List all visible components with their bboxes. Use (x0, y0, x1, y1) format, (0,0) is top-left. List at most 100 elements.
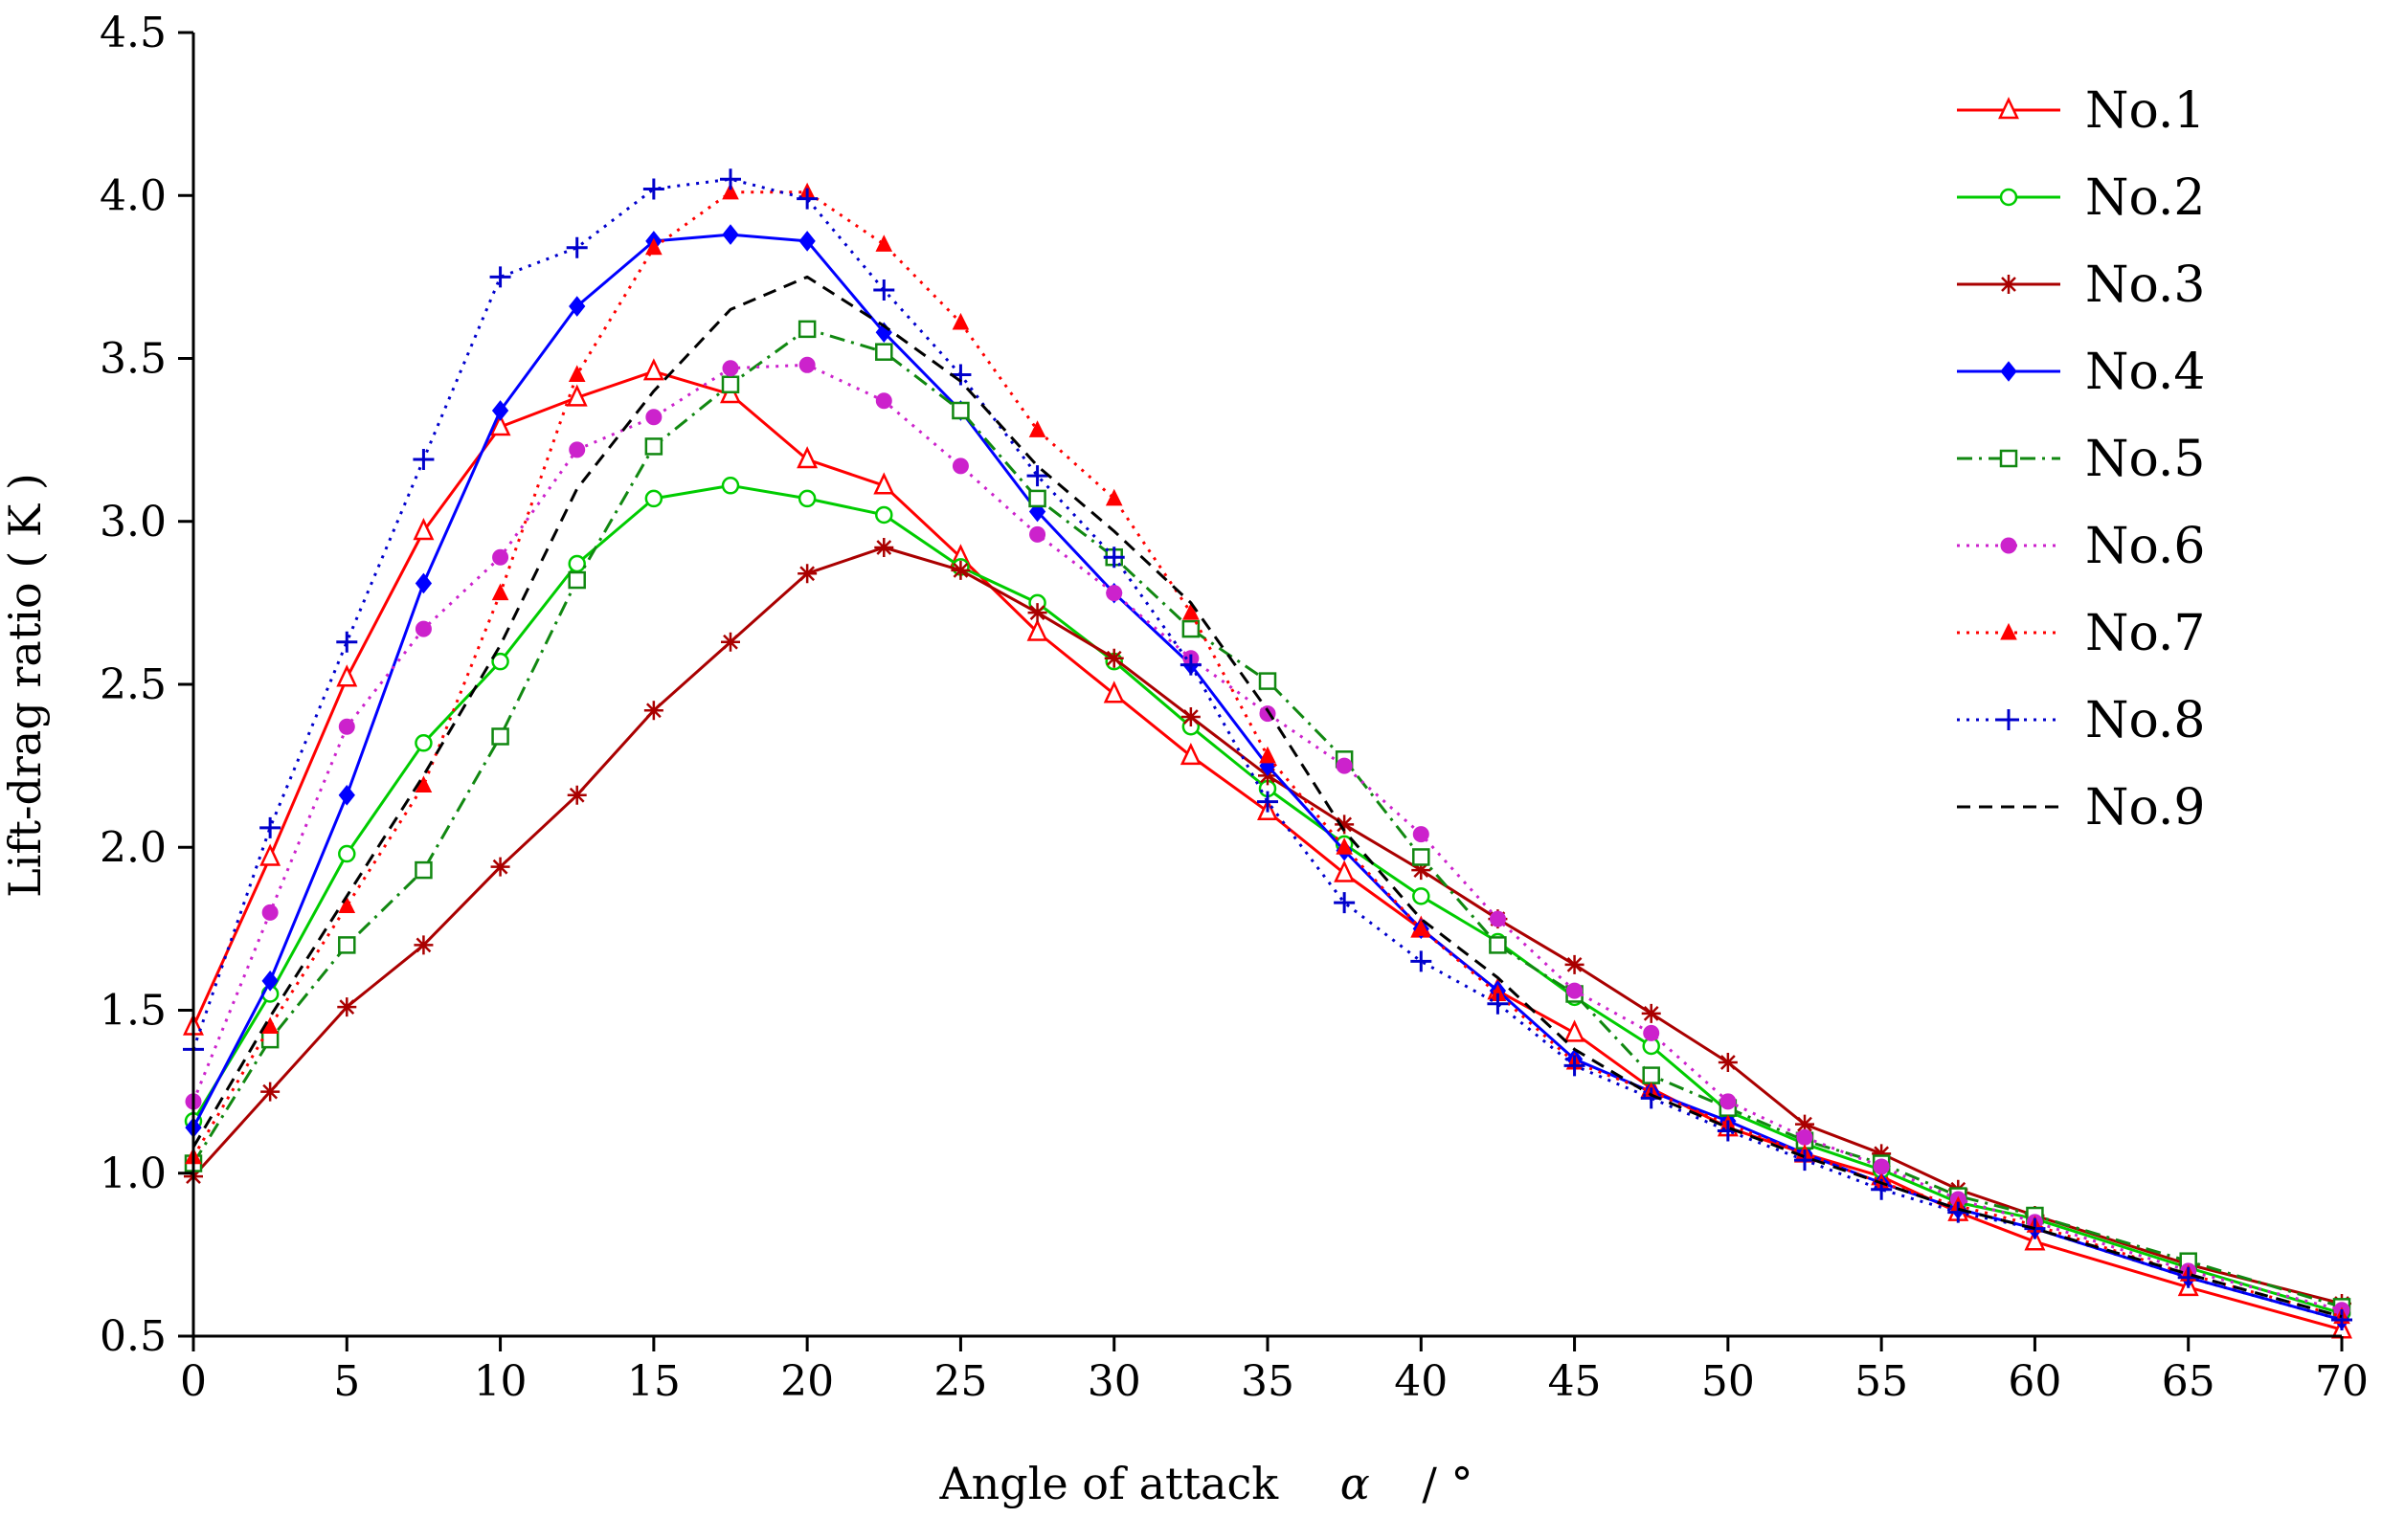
legend-label-no-2: No.2 (2085, 169, 2206, 227)
data-point-no-3 (951, 560, 971, 580)
x-tick-label: 35 (1241, 1357, 1294, 1406)
data-point-no-8 (1180, 654, 1202, 676)
data-point-no-6 (338, 718, 355, 735)
legend-item-no-4: No.4 (1957, 344, 2206, 401)
data-point-no-3 (1335, 815, 1355, 835)
series-no-2 (184, 477, 2351, 1323)
data-point-no-2 (1412, 887, 1430, 905)
legend-marker-no-1 (1998, 97, 2019, 120)
data-point-no-7 (1182, 602, 1200, 620)
y-axis-title: Lift-drag ratio ( K ) (0, 473, 51, 898)
data-point-no-3 (567, 785, 587, 805)
data-point-no-2 (875, 505, 893, 524)
legend-item-no-3: No.3 (1957, 257, 2206, 314)
data-point-no-4 (261, 971, 279, 992)
legend-label-no-4: No.4 (2085, 344, 2206, 401)
data-point-no-5 (1642, 1066, 1660, 1084)
legend-item-no-9: No.9 (1957, 779, 2206, 837)
data-point-no-1 (489, 413, 511, 436)
data-point-no-2 (415, 734, 433, 752)
data-point-no-5 (568, 570, 586, 590)
legend-item-no-6: No.6 (1957, 518, 2206, 575)
legend-marker-no-4 (2000, 361, 2017, 382)
data-point-no-2 (798, 489, 817, 508)
data-point-no-3 (798, 564, 818, 584)
data-point-no-4 (491, 400, 509, 421)
data-point-no-4 (722, 224, 739, 245)
data-point-no-7 (338, 896, 356, 914)
data-point-no-5 (1412, 848, 1430, 866)
data-point-no-3 (1411, 860, 1431, 881)
x-tick-label: 10 (474, 1357, 528, 1406)
data-point-no-5 (644, 437, 663, 456)
data-point-no-3 (1104, 648, 1124, 668)
data-point-no-5 (798, 320, 817, 339)
data-point-no-6 (645, 409, 663, 426)
data-point-no-6 (1566, 982, 1584, 999)
data-point-no-7 (1336, 837, 1353, 855)
data-point-no-4 (569, 296, 586, 317)
data-point-no-8 (873, 279, 895, 301)
x-tick-label: 0 (180, 1357, 207, 1406)
data-point-no-7 (415, 775, 433, 793)
data-point-no-7 (1105, 488, 1123, 506)
data-point-no-6 (1029, 525, 1046, 543)
series-line-no-5 (191, 327, 2343, 1308)
data-point-no-6 (1489, 910, 1506, 927)
data-point-no-1 (873, 472, 895, 495)
y-tick-label: 3.0 (100, 498, 167, 547)
data-point-no-3 (414, 935, 434, 955)
data-point-no-2 (721, 477, 740, 495)
x-tick-label: 20 (780, 1357, 834, 1406)
data-point-no-6 (1106, 585, 1123, 602)
data-point-no-8 (1026, 465, 1048, 487)
data-point-no-8 (2331, 1308, 2352, 1330)
data-point-no-8 (413, 449, 435, 471)
data-point-no-3 (1641, 1003, 1661, 1023)
data-point-no-6 (569, 441, 586, 458)
x-tick-label: 65 (2162, 1357, 2215, 1406)
data-point-no-7 (568, 365, 586, 383)
series-no-3 (184, 537, 2351, 1313)
data-point-no-5 (1028, 489, 1046, 508)
data-point-no-2 (644, 489, 663, 508)
y-tick-label: 1.5 (100, 987, 167, 1036)
data-point-no-3 (1564, 954, 1584, 974)
legend-marker-no-3 (1999, 275, 2018, 294)
legend-label-no-9: No.9 (2085, 779, 2206, 837)
x-axis-unit: / ° (1422, 1458, 1472, 1509)
y-tick-label: 0.5 (100, 1312, 167, 1361)
series-layer (183, 168, 2352, 1339)
data-point-no-2 (338, 844, 356, 863)
data-point-no-1 (1180, 742, 1202, 766)
x-tick-label: 15 (627, 1357, 681, 1406)
data-point-no-8 (1794, 1149, 1815, 1172)
data-point-no-5 (415, 860, 433, 880)
data-point-no-8 (1487, 993, 1509, 1015)
data-point-no-3 (874, 537, 894, 557)
data-point-no-3 (337, 997, 357, 1017)
data-point-no-7 (722, 182, 739, 200)
series-line-no-3 (191, 546, 2343, 1306)
legend-label-no-7: No.7 (2085, 605, 2206, 662)
data-point-no-7 (875, 234, 893, 252)
data-point-no-6 (798, 356, 816, 373)
data-point-no-8 (642, 178, 664, 200)
data-point-no-6 (1643, 1024, 1660, 1041)
legend-label-no-6: No.6 (2085, 518, 2206, 575)
data-point-no-1 (1334, 859, 1356, 882)
data-point-no-2 (568, 554, 586, 573)
legend-label-no-5: No.5 (2085, 431, 2206, 488)
series-no-7 (185, 182, 2350, 1325)
data-point-no-8 (1257, 791, 1278, 813)
legend-item-no-1: No.1 (1957, 82, 2206, 140)
data-point-no-7 (1028, 420, 1046, 437)
x-tick-label: 60 (2008, 1357, 2061, 1406)
legend-item-no-2: No.2 (1957, 169, 2206, 227)
series-no-6 (185, 356, 2350, 1319)
data-point-no-1 (642, 358, 664, 381)
series-no-9 (191, 275, 2343, 1319)
data-point-no-8 (1103, 547, 1125, 569)
data-point-no-8 (336, 631, 358, 653)
